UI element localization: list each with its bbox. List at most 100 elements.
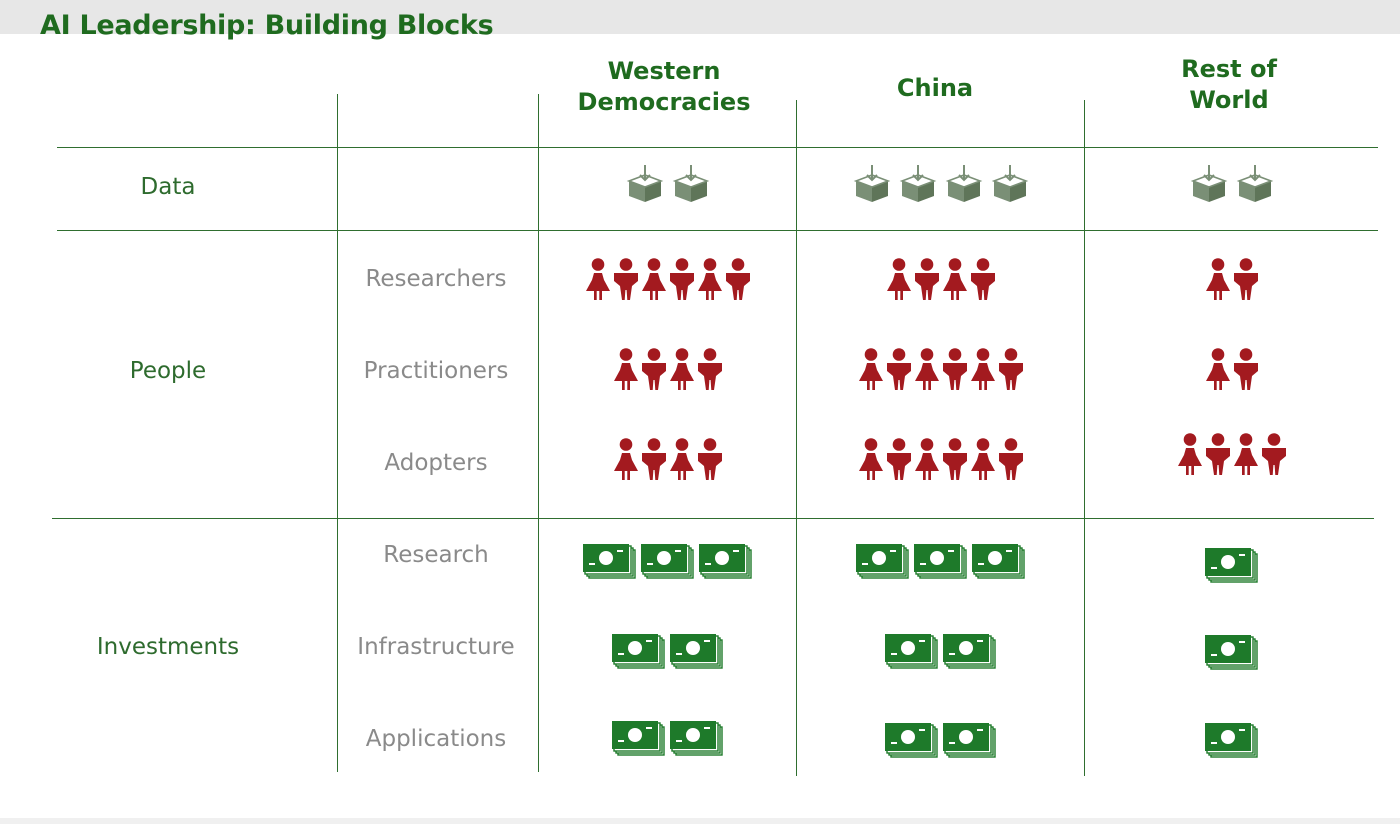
person-icon xyxy=(725,258,750,300)
money-stack-icon xyxy=(611,634,665,669)
person-icon xyxy=(669,348,694,390)
column-header-line: World xyxy=(1189,86,1269,114)
money-stack-icon xyxy=(942,634,996,669)
grid-line-vertical-2 xyxy=(538,94,539,772)
cell-adopters-china xyxy=(797,437,1084,481)
cell-applications-china xyxy=(797,718,1084,762)
person-icon xyxy=(613,348,638,390)
cell-infrastructure-china xyxy=(797,629,1084,673)
person-icon xyxy=(1233,258,1258,300)
person-icon xyxy=(998,348,1023,390)
person-icon xyxy=(669,438,694,480)
grid-line-data xyxy=(57,230,1378,231)
person-icon xyxy=(1177,433,1202,475)
data-box-icon xyxy=(991,165,1028,202)
money-stack-icon xyxy=(855,544,909,579)
money-stack-icon xyxy=(913,544,967,579)
person-icon xyxy=(641,258,666,300)
cell-research-western xyxy=(539,539,796,583)
data-box-icon xyxy=(853,165,890,202)
person-icon xyxy=(669,258,694,300)
person-icon xyxy=(858,348,883,390)
cell-researchers-rest xyxy=(1085,257,1378,301)
data-box-icon xyxy=(945,165,982,202)
cell-infrastructure-western xyxy=(539,629,796,673)
cell-practitioners-china xyxy=(797,347,1084,391)
subrow-applications: Applications xyxy=(365,726,507,752)
column-header-line: China xyxy=(896,74,974,102)
person-icon xyxy=(998,438,1023,480)
category-people: People xyxy=(129,358,207,384)
person-icon xyxy=(613,438,638,480)
person-icon xyxy=(886,258,911,300)
person-icon xyxy=(697,258,722,300)
grid-line-vertical-1 xyxy=(337,94,338,772)
category-investments: Investments xyxy=(96,634,240,660)
person-icon xyxy=(914,348,939,390)
person-icon xyxy=(858,438,883,480)
person-icon xyxy=(1233,348,1258,390)
money-stack-icon xyxy=(971,544,1025,579)
page-title: AI Leadership: Building Blocks xyxy=(40,10,494,41)
person-icon xyxy=(641,348,666,390)
cell-data-china xyxy=(797,164,1084,204)
cell-researchers-china xyxy=(797,257,1084,301)
money-stack-icon xyxy=(611,721,665,756)
money-stack-icon xyxy=(669,634,723,669)
category-data: Data xyxy=(140,174,196,200)
person-icon xyxy=(613,258,638,300)
data-box-icon xyxy=(1190,165,1227,202)
person-icon xyxy=(942,258,967,300)
cell-applications-rest xyxy=(1085,718,1378,762)
money-stack-icon xyxy=(640,544,694,579)
money-stack-icon xyxy=(942,723,996,758)
cell-research-china xyxy=(797,539,1084,583)
cell-researchers-western xyxy=(539,257,796,301)
person-icon xyxy=(886,348,911,390)
subrow-researchers: Researchers xyxy=(365,266,507,292)
column-header-line: Rest of xyxy=(1181,55,1277,83)
data-box-icon xyxy=(626,165,663,202)
person-icon xyxy=(970,438,995,480)
person-icon xyxy=(1205,348,1230,390)
cell-practitioners-rest xyxy=(1085,347,1378,391)
person-icon xyxy=(1233,433,1258,475)
subrow-infrastructure: Infrastructure xyxy=(357,634,515,660)
column-header-western-democracies: Western Democracies xyxy=(544,56,784,118)
column-header-china: China xyxy=(815,73,1055,104)
person-icon xyxy=(1205,258,1230,300)
person-icon xyxy=(1261,433,1286,475)
person-icon xyxy=(914,438,939,480)
data-box-icon xyxy=(899,165,936,202)
data-box-icon xyxy=(672,165,709,202)
cell-data-rest xyxy=(1085,164,1378,204)
money-stack-icon xyxy=(698,544,752,579)
person-icon xyxy=(970,258,995,300)
money-stack-icon xyxy=(884,634,938,669)
subrow-research: Research xyxy=(383,542,489,568)
cell-adopters-rest xyxy=(1085,432,1378,476)
person-icon xyxy=(886,438,911,480)
cell-data-western xyxy=(539,164,796,204)
person-icon xyxy=(914,258,939,300)
grid-line-vertical-3 xyxy=(796,100,797,776)
cell-infrastructure-rest xyxy=(1085,630,1378,674)
person-icon xyxy=(697,438,722,480)
person-icon xyxy=(585,258,610,300)
money-stack-icon xyxy=(884,723,938,758)
money-stack-icon xyxy=(582,544,636,579)
money-stack-icon xyxy=(1204,723,1258,758)
money-stack-icon xyxy=(1204,548,1258,583)
grid-line-header xyxy=(57,147,1378,148)
person-icon xyxy=(942,438,967,480)
person-icon xyxy=(641,438,666,480)
cell-research-rest xyxy=(1085,543,1378,587)
grid-line-people xyxy=(52,518,1374,519)
grid-line-vertical-4 xyxy=(1084,100,1085,776)
person-icon xyxy=(970,348,995,390)
cell-practitioners-western xyxy=(539,347,796,391)
subrow-adopters: Adopters xyxy=(384,450,488,476)
person-icon xyxy=(697,348,722,390)
column-header-line: Western xyxy=(607,57,721,85)
data-box-icon xyxy=(1236,165,1273,202)
